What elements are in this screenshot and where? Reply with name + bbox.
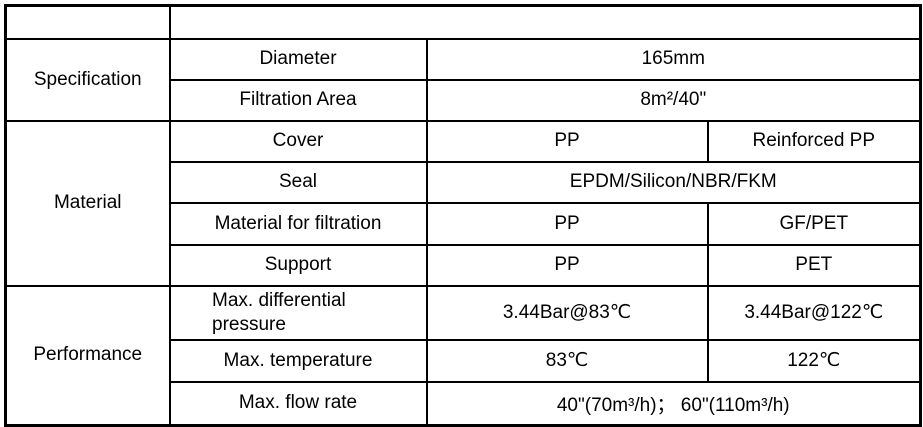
section-label-performance: Performance bbox=[4, 284, 171, 427]
value-diameter: 165mm bbox=[425, 37, 922, 81]
model-header-cell: Model bbox=[4, 4, 171, 40]
model-value-header-cell: KMF bbox=[168, 4, 922, 40]
value-support-b: PET bbox=[706, 243, 922, 287]
label-max-differential-pressure: Max. differential pressure bbox=[168, 284, 428, 341]
row-material-for-filtration: Material for filtration PP GF/PET bbox=[6, 201, 922, 246]
label-seal: Seal bbox=[168, 160, 428, 204]
label-max-temperature: Max. temperature bbox=[168, 338, 428, 383]
value-material-for-filtration-a: PP bbox=[425, 201, 709, 246]
label-cover: Cover bbox=[168, 119, 428, 163]
value-cover-a: PP bbox=[425, 119, 709, 163]
value-filtration-area: 8m²/40" bbox=[425, 78, 922, 122]
value-material-for-filtration-b: GF/PET bbox=[706, 201, 922, 246]
row-diameter: Specification Diameter 165mm bbox=[4, 37, 922, 122]
row-max-flow-rate: Max. flow rate 40"(70m³/h)； 60"(110m³/h) bbox=[6, 380, 922, 427]
label-max-flow-rate: Max. flow rate bbox=[168, 380, 428, 427]
row-support: Support PP PET bbox=[6, 243, 922, 287]
max-differential-pressure-text: Max. differential pressure bbox=[212, 289, 346, 335]
header-row: Model KMF bbox=[4, 4, 922, 40]
row-max-temperature: Max. temperature 83℃ 122℃ bbox=[6, 338, 922, 383]
label-support: Support bbox=[168, 243, 428, 287]
row-cover: Material Cover PP Reinforced PP bbox=[4, 119, 922, 287]
row-max-differential-pressure: Performance Max. differential pressure 3… bbox=[4, 284, 922, 427]
value-max-differential-pressure-b: 3.44Bar@122℃ bbox=[706, 284, 922, 341]
row-filtration-area: Filtration Area 8m²/40" bbox=[6, 78, 922, 122]
value-max-temperature-b: 122℃ bbox=[706, 338, 922, 383]
value-cover-b: Reinforced PP bbox=[706, 119, 922, 163]
value-max-flow-rate: 40"(70m³/h)； 60"(110m³/h) bbox=[425, 380, 922, 427]
value-support-a: PP bbox=[425, 243, 709, 287]
row-seal: Seal EPDM/Silicon/NBR/FKM bbox=[6, 160, 922, 204]
label-material-for-filtration: Material for filtration bbox=[168, 201, 428, 246]
value-max-differential-pressure-a: 3.44Bar@83℃ bbox=[425, 284, 709, 341]
section-label-material: Material bbox=[4, 119, 171, 287]
section-label-specification: Specification bbox=[4, 37, 171, 122]
label-filtration-area: Filtration Area bbox=[168, 78, 428, 122]
label-diameter: Diameter bbox=[168, 37, 428, 81]
spec-table: Model KMF Specification Diameter 165mm F… bbox=[4, 4, 923, 427]
value-max-temperature-a: 83℃ bbox=[425, 338, 709, 383]
value-seal: EPDM/Silicon/NBR/FKM bbox=[425, 160, 922, 204]
